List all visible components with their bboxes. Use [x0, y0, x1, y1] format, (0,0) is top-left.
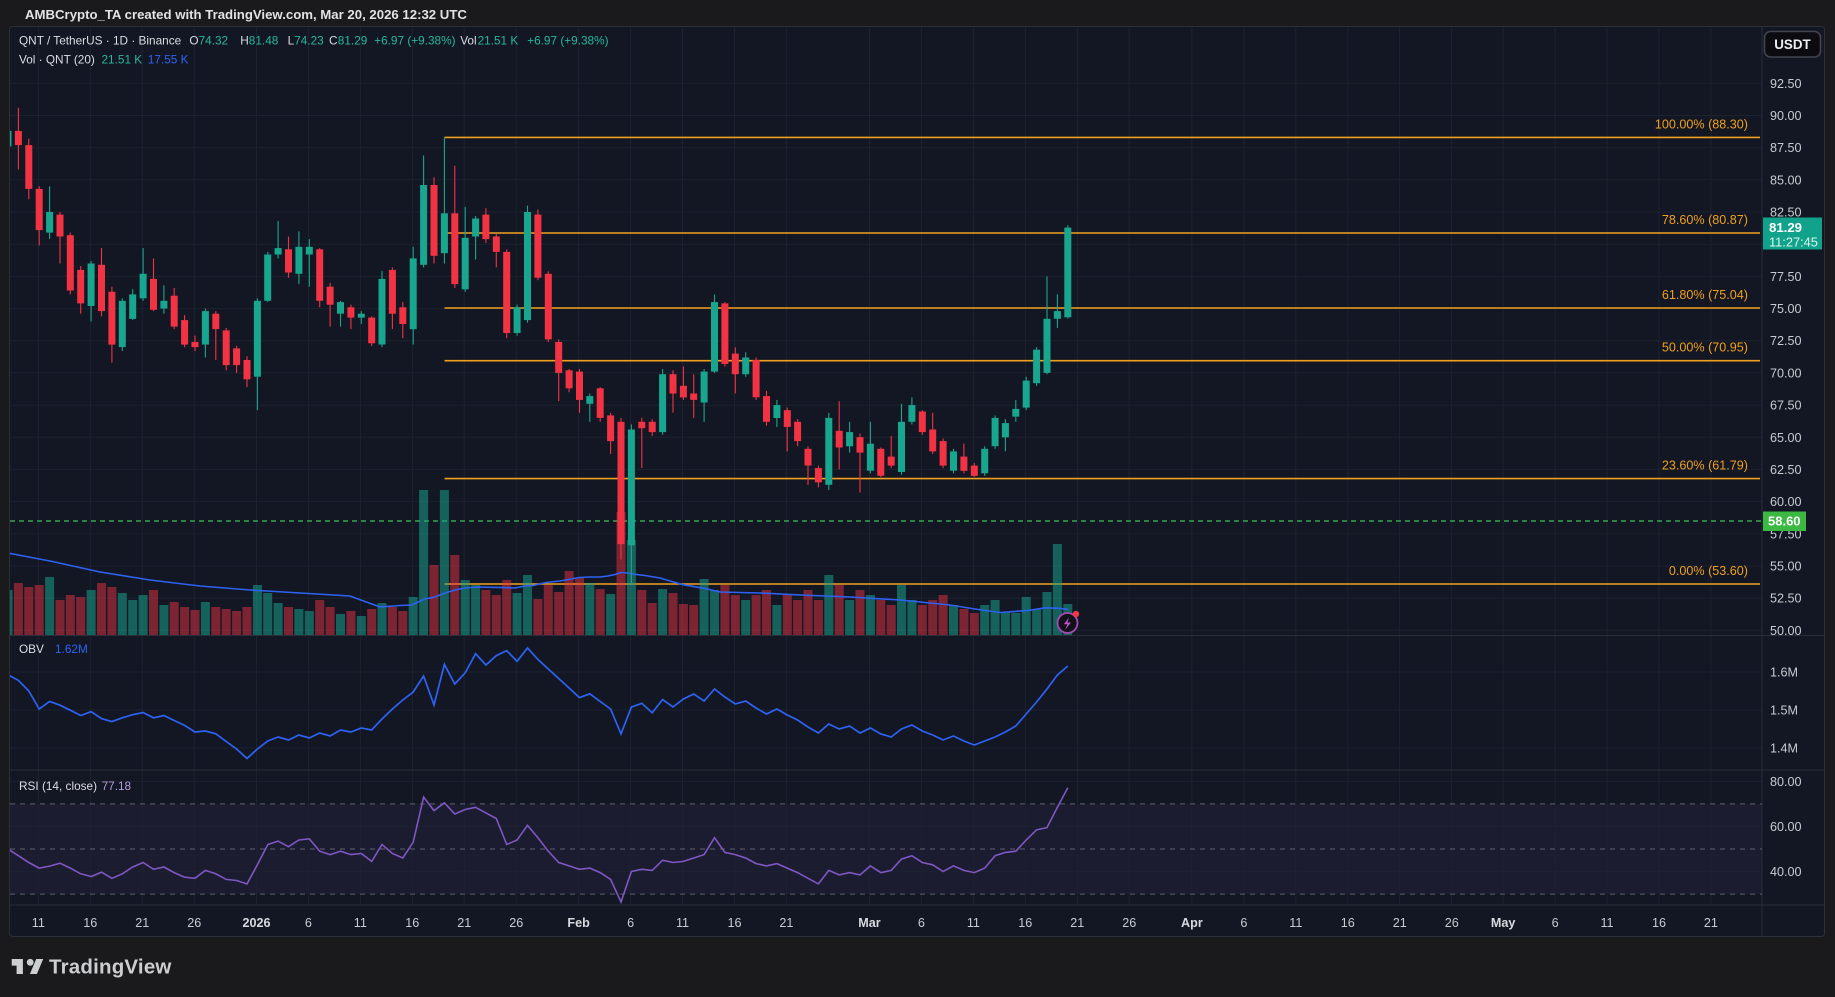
svg-text:21: 21: [457, 916, 471, 930]
svg-text:62.50: 62.50: [1770, 463, 1802, 477]
svg-text:40.00: 40.00: [1770, 865, 1802, 879]
svg-text:81.29: 81.29: [1769, 220, 1802, 235]
svg-text:72.50: 72.50: [1770, 334, 1802, 348]
svg-text:21: 21: [1070, 916, 1084, 930]
svg-text:Apr: Apr: [1181, 916, 1203, 930]
svg-text:74.23: 74.23: [294, 34, 324, 48]
svg-text:80.00: 80.00: [1770, 775, 1802, 789]
svg-text:L: L: [288, 34, 295, 48]
svg-text:77.50: 77.50: [1770, 270, 1802, 284]
svg-text:Vol: Vol: [460, 34, 476, 48]
svg-text:11: 11: [1600, 916, 1613, 930]
svg-text:6: 6: [1240, 916, 1247, 930]
svg-text:77.18: 77.18: [102, 779, 132, 793]
svg-text:21: 21: [1393, 916, 1407, 930]
svg-text:Vol · QNT (20): Vol · QNT (20): [19, 53, 95, 67]
svg-text:USDT: USDT: [1774, 37, 1811, 52]
svg-text:26: 26: [187, 916, 201, 930]
svg-text:21: 21: [779, 916, 793, 930]
svg-text:26: 26: [509, 916, 523, 930]
svg-text:C: C: [329, 34, 338, 48]
svg-text:81.29: 81.29: [338, 34, 368, 48]
svg-text:100.00% (88.30): 100.00% (88.30): [1655, 117, 1748, 131]
svg-text:1.62M: 1.62M: [55, 642, 88, 656]
svg-text:+6.97 (+9.38%): +6.97 (+9.38%): [374, 34, 455, 48]
svg-text:6: 6: [305, 916, 312, 930]
svg-text:60.00: 60.00: [1770, 820, 1802, 834]
svg-text:26: 26: [1445, 916, 1459, 930]
svg-text:O: O: [189, 34, 198, 48]
svg-text:16: 16: [1341, 916, 1355, 930]
svg-text:11:27:45: 11:27:45: [1769, 235, 1818, 250]
svg-text:H: H: [240, 34, 249, 48]
svg-text:+6.97 (+9.38%): +6.97 (+9.38%): [527, 34, 608, 48]
svg-text:65.00: 65.00: [1770, 431, 1802, 445]
svg-text:21.51 K: 21.51 K: [102, 53, 143, 67]
svg-text:78.60% (80.87): 78.60% (80.87): [1662, 213, 1748, 227]
svg-text:50.00: 50.00: [1770, 624, 1802, 638]
svg-text:1.6M: 1.6M: [1770, 666, 1798, 680]
svg-text:1.4M: 1.4M: [1770, 742, 1798, 756]
svg-text:11: 11: [354, 916, 367, 930]
svg-text:50.00% (70.95): 50.00% (70.95): [1662, 341, 1748, 355]
svg-text:16: 16: [83, 916, 97, 930]
svg-text:52.50: 52.50: [1770, 592, 1802, 606]
svg-text:16: 16: [405, 916, 419, 930]
svg-text:87.50: 87.50: [1770, 141, 1802, 155]
svg-text:70.00: 70.00: [1770, 366, 1802, 380]
svg-text:TradingView: TradingView: [49, 956, 172, 979]
svg-text:21: 21: [135, 916, 149, 930]
svg-text:Mar: Mar: [858, 916, 880, 930]
svg-text:11: 11: [1289, 916, 1302, 930]
svg-text:16: 16: [1652, 916, 1666, 930]
svg-text:55.00: 55.00: [1770, 560, 1802, 574]
svg-text:75.00: 75.00: [1770, 302, 1802, 316]
svg-text:90.00: 90.00: [1770, 109, 1802, 123]
svg-text:AMBCrypto_TA created with Trad: AMBCrypto_TA created with TradingView.co…: [25, 7, 467, 22]
svg-text:RSI (14, close): RSI (14, close): [19, 779, 97, 793]
svg-text:2026: 2026: [242, 916, 270, 930]
svg-text:81.48: 81.48: [249, 34, 279, 48]
svg-text:16: 16: [1018, 916, 1032, 930]
svg-text:61.80% (75.04): 61.80% (75.04): [1662, 288, 1748, 302]
svg-text:74.32: 74.32: [199, 34, 229, 48]
svg-text:Feb: Feb: [567, 916, 590, 930]
svg-text:0.00% (53.60): 0.00% (53.60): [1669, 564, 1748, 578]
svg-text:May: May: [1491, 916, 1516, 930]
svg-text:23.60% (61.79): 23.60% (61.79): [1662, 459, 1748, 473]
svg-text:1.5M: 1.5M: [1770, 704, 1798, 718]
svg-text:11: 11: [32, 916, 45, 930]
svg-text:11: 11: [676, 916, 689, 930]
svg-text:58.60: 58.60: [1768, 514, 1801, 529]
svg-text:16: 16: [727, 916, 741, 930]
svg-text:26: 26: [1122, 916, 1136, 930]
svg-text:85.00: 85.00: [1770, 173, 1802, 187]
svg-text:QNT / TetherUS · 1D · Binance: QNT / TetherUS · 1D · Binance: [19, 34, 182, 48]
svg-text:60.00: 60.00: [1770, 495, 1802, 509]
svg-text:OBV: OBV: [19, 642, 44, 656]
svg-text:67.50: 67.50: [1770, 399, 1802, 413]
svg-text:6: 6: [627, 916, 634, 930]
svg-text:92.50: 92.50: [1770, 77, 1802, 91]
svg-text:82.50: 82.50: [1770, 206, 1802, 220]
svg-text:21: 21: [1704, 916, 1718, 930]
svg-text:21.51 K: 21.51 K: [478, 34, 519, 48]
svg-text:17.55 K: 17.55 K: [148, 53, 189, 67]
svg-text:6: 6: [918, 916, 925, 930]
svg-text:11: 11: [967, 916, 980, 930]
svg-text:6: 6: [1552, 916, 1559, 930]
